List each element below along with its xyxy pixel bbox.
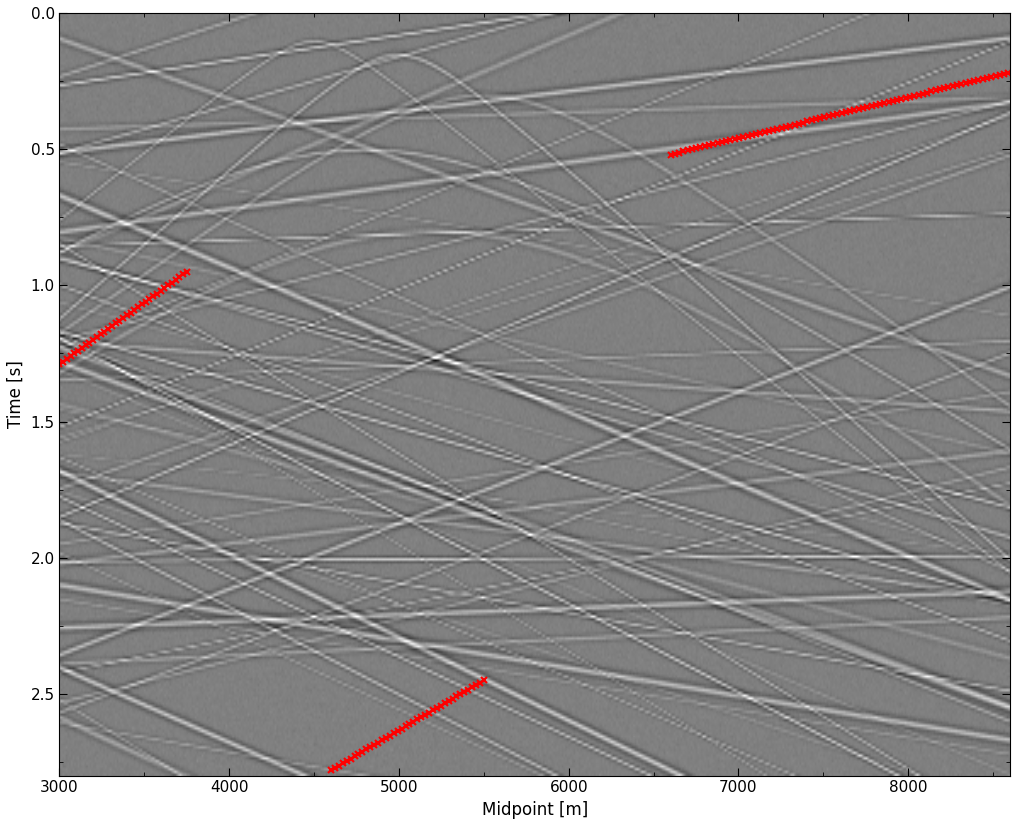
Y-axis label: Time [s]: Time [s] [7, 360, 25, 428]
X-axis label: Midpoint [m]: Midpoint [m] [482, 801, 588, 819]
